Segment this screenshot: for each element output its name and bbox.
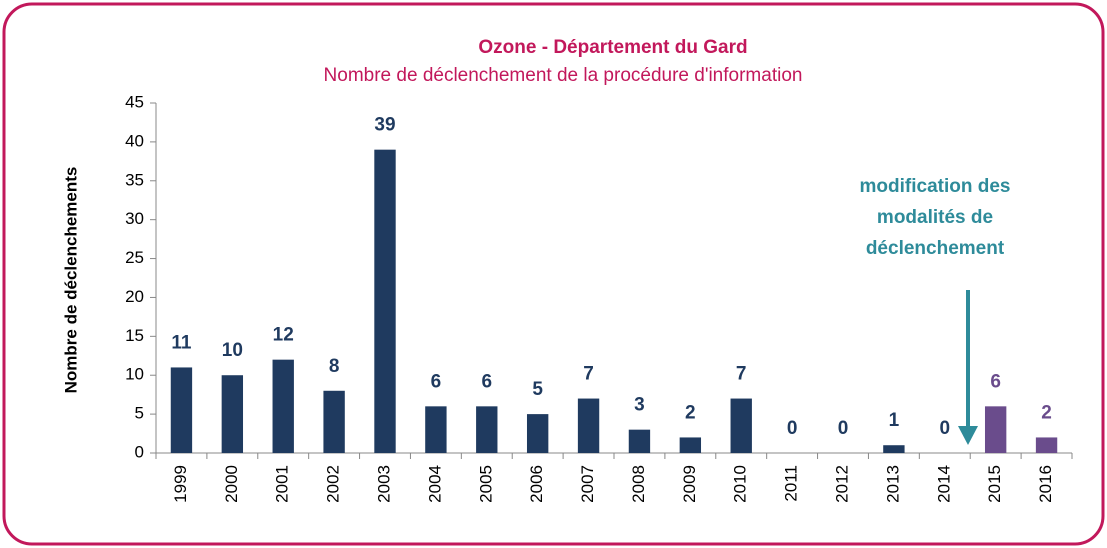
annotation: modalités de xyxy=(877,207,993,228)
data-label: 3 xyxy=(634,395,645,416)
x-tick-label: 2013 xyxy=(883,465,902,503)
data-label: 10 xyxy=(222,340,243,361)
data-label: 5 xyxy=(532,379,543,400)
x-tick-label: 2002 xyxy=(324,465,343,503)
bar xyxy=(221,375,244,453)
bar xyxy=(323,390,345,453)
x-tick-label: 2014 xyxy=(934,465,953,503)
data-label: 7 xyxy=(583,364,594,385)
y-tick-label: 35 xyxy=(125,170,144,189)
bar xyxy=(526,414,549,453)
chart-subtitle: Nombre de déclenchement de la procédure … xyxy=(324,65,803,86)
annotation: modification des xyxy=(860,176,1011,197)
y-tick-label: 25 xyxy=(125,248,144,267)
x-tick-label: 1999 xyxy=(171,465,190,503)
y-tick-label: 30 xyxy=(125,209,144,228)
y-tick-label: 45 xyxy=(125,92,144,111)
data-label: 6 xyxy=(990,371,1001,392)
y-tick-label: 15 xyxy=(125,326,144,345)
data-label: 39 xyxy=(374,115,395,136)
bar xyxy=(883,445,905,453)
x-tick-label: 2009 xyxy=(680,465,699,503)
x-tick-label: 2004 xyxy=(425,465,444,503)
x-tick-label: 2003 xyxy=(374,465,393,503)
annotation-arrowhead xyxy=(958,426,978,445)
annotation: déclenchement xyxy=(866,238,1005,259)
data-label: 1 xyxy=(889,410,900,431)
y-tick-label: 5 xyxy=(135,404,144,423)
x-tick-label: 2001 xyxy=(273,465,292,503)
data-label: 2 xyxy=(685,402,696,423)
x-tick-label: 2016 xyxy=(1036,465,1055,503)
data-label: 11 xyxy=(171,332,192,353)
y-tick-label: 10 xyxy=(125,365,144,384)
x-tick-label: 2005 xyxy=(476,465,495,503)
bar xyxy=(628,429,651,453)
data-label: 0 xyxy=(787,418,798,439)
data-label: 2 xyxy=(1041,402,1052,423)
bar xyxy=(425,406,447,453)
y-tick-label: 40 xyxy=(125,131,144,150)
bar xyxy=(476,406,498,453)
bar xyxy=(1035,437,1058,453)
bar xyxy=(170,367,193,453)
data-label: 0 xyxy=(838,418,849,439)
data-label: 8 xyxy=(329,356,340,377)
data-label: 12 xyxy=(273,325,294,346)
data-label: 6 xyxy=(431,371,442,392)
bar xyxy=(577,398,600,453)
data-label: 7 xyxy=(736,364,747,385)
bar xyxy=(679,437,702,453)
x-tick-label: 2012 xyxy=(832,465,851,503)
x-tick-label: 2007 xyxy=(578,465,597,503)
bar xyxy=(374,149,396,453)
x-tick-label: 2015 xyxy=(985,465,1004,503)
x-tick-label: 2010 xyxy=(731,465,750,503)
y-tick-label: 0 xyxy=(135,442,144,461)
x-tick-label: 2011 xyxy=(782,465,801,502)
bar xyxy=(730,398,752,453)
x-tick-label: 2000 xyxy=(222,465,241,503)
x-tick-label: 2006 xyxy=(527,465,546,503)
bar xyxy=(984,406,1007,453)
chart-title: Ozone - Département du Gard xyxy=(478,37,747,58)
y-axis-label: Nombre de déclenchements xyxy=(61,167,80,394)
y-tick-label: 20 xyxy=(125,287,144,306)
x-tick-label: 2008 xyxy=(629,465,648,503)
data-label: 0 xyxy=(939,418,950,439)
bar xyxy=(272,359,294,453)
data-label: 6 xyxy=(481,371,492,392)
